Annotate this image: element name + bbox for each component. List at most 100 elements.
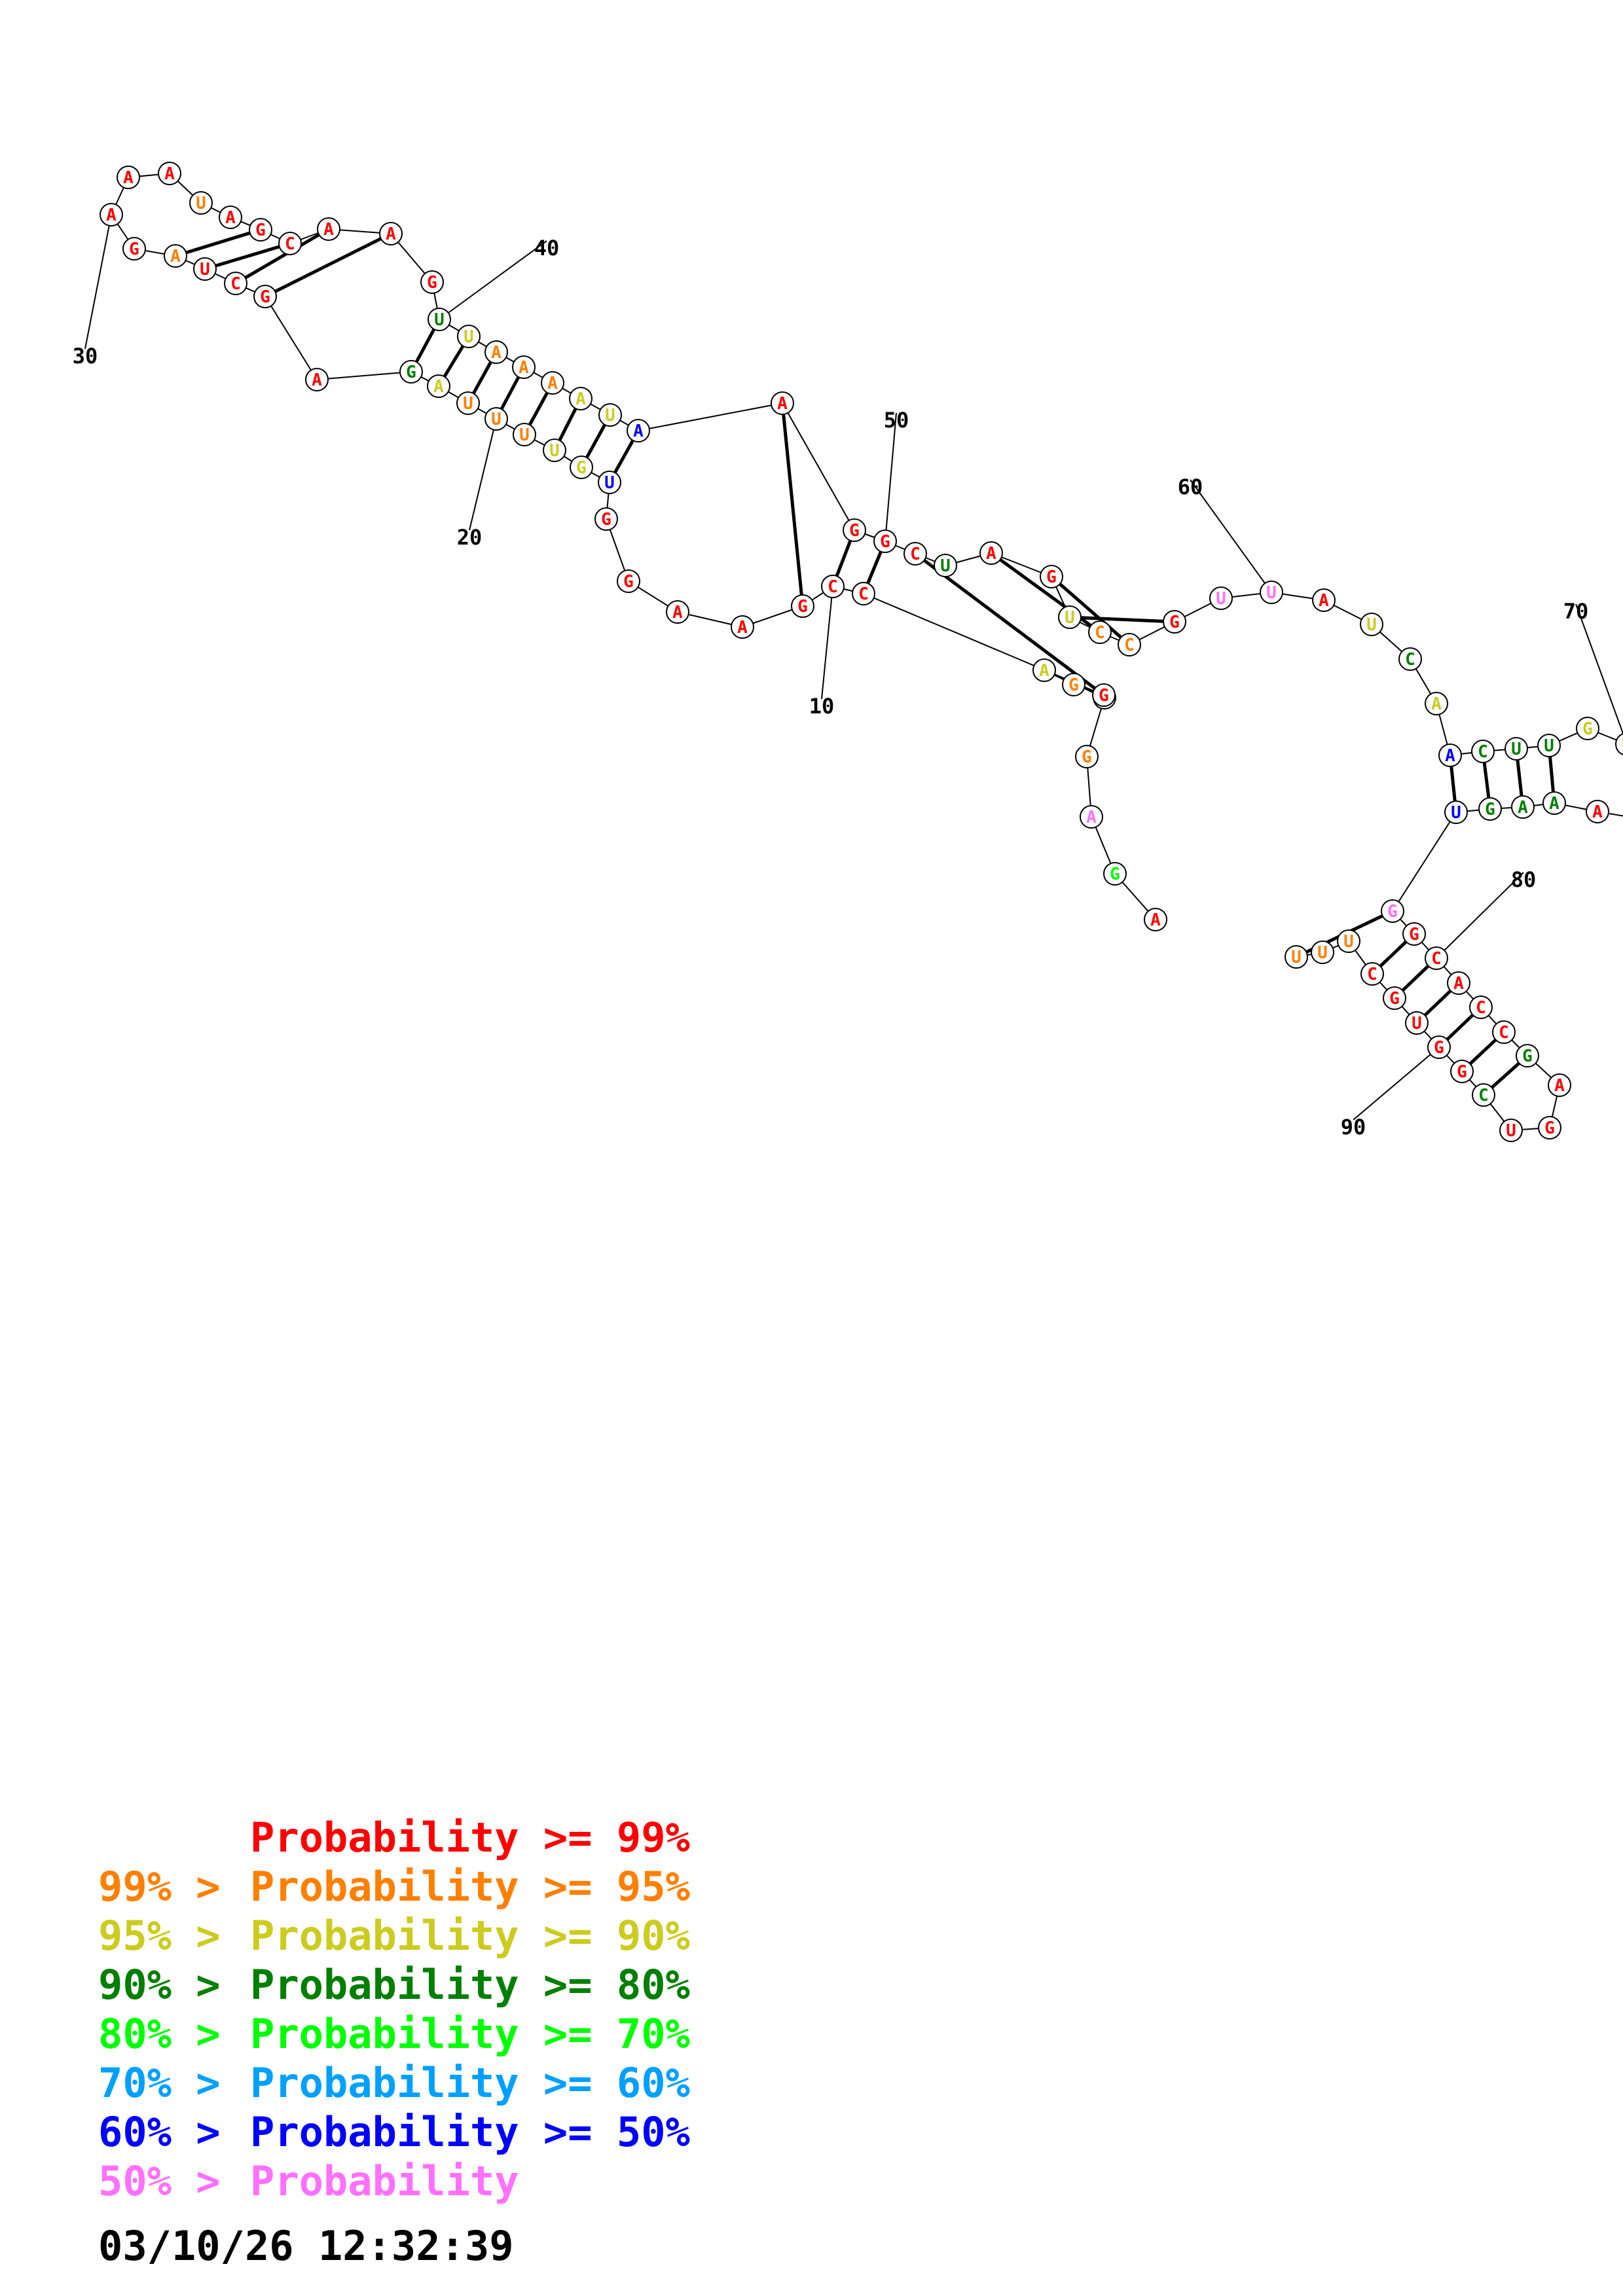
- nucleotide-circle: [100, 203, 123, 226]
- legend-label: Probability >= 60%: [250, 2059, 690, 2107]
- nucleotide: C: [1471, 740, 1495, 763]
- legend-row: Probability >= 99%: [98, 1813, 690, 1862]
- position-ticks: 10 20 30 40 50 60 70 80 90: [73, 214, 1623, 1139]
- nucleotide-circle: [617, 569, 640, 593]
- nucleotide-circle: [1285, 945, 1308, 969]
- nucleotide-letter: U: [434, 310, 445, 330]
- nucleotide-letter: G: [1409, 925, 1419, 944]
- nucleotide-letter: G: [601, 510, 611, 529]
- nucleotide-circle: [1337, 929, 1360, 953]
- nucleotide-letter: A: [777, 394, 788, 414]
- nucleotide: C: [1492, 1020, 1516, 1044]
- nucleotide: A: [1312, 588, 1336, 612]
- nucleotide: G: [1103, 862, 1127, 886]
- nucleotide-circle: [1444, 800, 1468, 824]
- legend-threshold: 70% >: [98, 2059, 245, 2107]
- nucleotide: U: [1360, 613, 1383, 636]
- nucleotide-letter: U: [605, 406, 615, 425]
- nucleotide: C: [1469, 996, 1493, 1019]
- nucleotide-circle: [1062, 673, 1085, 696]
- nucleotide-letter: C: [230, 274, 241, 294]
- position-label: 90: [1341, 1115, 1366, 1139]
- nucleotide-letter: A: [1549, 794, 1559, 814]
- nucleotide-letter: A: [1086, 808, 1097, 827]
- nucleotide-letter: A: [1592, 802, 1603, 822]
- nucleotide-letter: U: [604, 473, 615, 493]
- nucleotide-circle: [224, 272, 247, 295]
- nucleotide: G: [1062, 673, 1085, 696]
- nucleotide: U: [456, 391, 480, 415]
- nucleotide: C: [1398, 647, 1422, 671]
- nucleotide: U: [598, 403, 622, 427]
- legend-threshold: 90% >: [98, 1961, 245, 2009]
- nucleotide: U: [1537, 734, 1561, 757]
- nucleotide-circle: [512, 355, 536, 379]
- nucleotide-circle: [1360, 613, 1383, 636]
- nucleotide-circle: [1383, 986, 1406, 1010]
- nucleotide-circle: [399, 360, 423, 384]
- nucleotide-letter: G: [1387, 902, 1398, 922]
- nucleotide: U: [484, 407, 508, 431]
- nucleotide-circle: [1447, 971, 1470, 995]
- nucleotide-circle: [1398, 647, 1422, 671]
- nucleotide-circle: [1032, 658, 1056, 682]
- nucleotide-circle: [457, 325, 481, 348]
- nucleotide-letter: G: [623, 572, 634, 592]
- nucleotide: A: [1586, 800, 1609, 823]
- nucleotide: G: [1383, 986, 1406, 1010]
- legend-threshold: 99% >: [98, 1863, 245, 1910]
- nucleotides: AGAGGAGGCCGAAGGUGUUUUAGAGCUAGAAAUAGCAAGU…: [100, 162, 1623, 1142]
- nucleotide: U: [428, 308, 451, 331]
- nucleotide-letter: U: [200, 260, 210, 279]
- nucleotide-letter: G: [1169, 613, 1180, 632]
- nucleotide: U: [1285, 945, 1308, 969]
- base-pair-bond: [1069, 615, 1175, 624]
- nucleotide: A: [219, 206, 242, 229]
- nucleotide-circle: [1492, 1020, 1516, 1044]
- nucleotide-letter: G: [576, 458, 587, 478]
- nucleotide-circle: [1425, 692, 1448, 715]
- nucleotide: G: [791, 594, 814, 618]
- nucleotide: G: [1402, 922, 1426, 946]
- base-pair-bond: [175, 228, 261, 258]
- nucleotide-circle: [117, 166, 140, 189]
- nucleotide: A: [1548, 1073, 1571, 1097]
- nucleotide-circle: [1516, 1044, 1539, 1067]
- base-pair-bond: [1050, 575, 1131, 646]
- nucleotide: A: [1438, 744, 1462, 767]
- legend-threshold: 50% >: [98, 2157, 245, 2205]
- nucleotide: A: [1542, 791, 1566, 815]
- nucleotide-letter: U: [940, 556, 951, 576]
- nucleotide-letter: U: [1266, 583, 1277, 603]
- nucleotide-circle: [193, 257, 217, 281]
- nucleotide-circle: [791, 594, 814, 618]
- position-tick: [439, 240, 547, 320]
- nucleotide-letter: U: [1451, 803, 1461, 823]
- nucleotide: A: [731, 615, 754, 639]
- position-label: 10: [809, 694, 835, 719]
- legend-label: Probability: [250, 2157, 519, 2205]
- nucleotide-letter: U: [491, 410, 501, 429]
- nucleotide: U: [1058, 605, 1082, 629]
- nucleotide-letter: U: [1544, 736, 1554, 756]
- nucleotide-letter: A: [164, 164, 175, 184]
- nucleotide-letter: G: [1434, 1038, 1444, 1058]
- nucleotide-circle: [420, 270, 444, 294]
- legend-label: Probability >= 95%: [250, 1863, 690, 1910]
- position-tick: [884, 412, 897, 542]
- nucleotide: G: [1478, 797, 1502, 821]
- nucleotide-letter: U: [519, 425, 530, 445]
- legend-row: 70% > Probability >= 60%: [98, 2058, 690, 2108]
- nucleotide-letter: A: [491, 343, 501, 363]
- nucleotide-circle: [771, 391, 794, 415]
- nucleotide-letter: U: [1622, 735, 1623, 755]
- nucleotide-circle: [1402, 922, 1426, 946]
- nucleotide-circle: [1058, 605, 1082, 629]
- nucleotide: G: [1075, 745, 1099, 768]
- nucleotide: A: [666, 600, 689, 624]
- backbone-segment: [638, 403, 783, 431]
- nucleotide: U: [1444, 800, 1468, 824]
- nucleotide: U: [1311, 941, 1334, 964]
- nucleotide-letter: G: [406, 363, 416, 382]
- nucleotide-letter: C: [1431, 949, 1442, 969]
